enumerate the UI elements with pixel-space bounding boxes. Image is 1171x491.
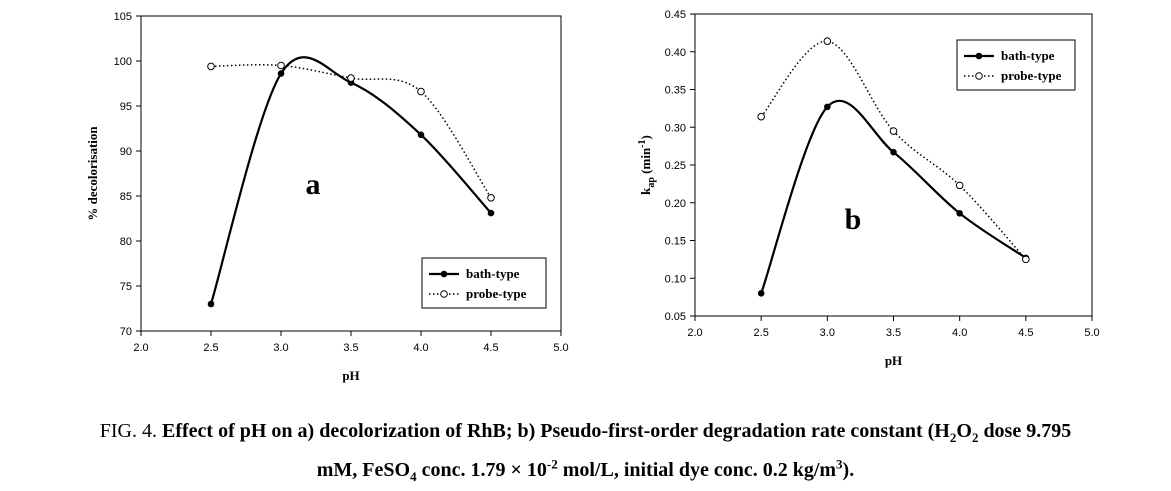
x-tick-label: 2.5: [203, 342, 218, 354]
y-tick-label: 0.40: [665, 47, 686, 59]
x-tick-label: 3.5: [343, 342, 358, 354]
legend-label-bath-type: bath-type: [466, 266, 520, 281]
data-point-probe-type: [955, 181, 964, 190]
figure-caption-line-1: FIG. 4. Effect of pH on a) decolorizatio…: [0, 420, 1171, 446]
legend-marker-bath-type: [440, 270, 448, 278]
data-point-probe-type: [757, 112, 765, 121]
caption-text-2d: ).: [842, 458, 855, 481]
caption-text-1b: O: [956, 420, 972, 442]
legend-box: [421, 257, 547, 309]
caption-text-2b: conc. 1.79 × 10: [416, 458, 547, 481]
data-point-bath-type: [956, 210, 963, 217]
data-point-bath-type: [757, 290, 765, 297]
figure-caption-line-2: mM, FeSO4 conc. 1.79 × 10-2 mol/L, initi…: [0, 456, 1171, 485]
caption-text-1a: Effect of pH on a) decolorization of RhB…: [162, 420, 950, 442]
caption-sup-1: -2: [546, 456, 558, 471]
caption-text-2a: mM, FeSO: [316, 458, 411, 481]
legend-label-probe-type: probe-type: [1001, 68, 1062, 83]
legend-marker-bath-type: [975, 52, 983, 60]
legend-marker-probe-type: [440, 290, 448, 298]
legend-label-bath-type: bath-type: [1001, 48, 1055, 63]
data-point-probe-type: [487, 194, 495, 202]
caption-text-2c: mol/L, initial dye conc. 0.2 kg/m: [557, 458, 837, 481]
data-point-bath-type: [207, 300, 215, 308]
data-point-bath-type: [890, 148, 897, 156]
panel-label: b: [845, 203, 862, 236]
x-tick-label: 2.0: [133, 342, 148, 354]
y-tick-label: 0.30: [665, 122, 686, 134]
caption-title: Effect of pH on a) decolorization of RhB…: [162, 420, 1072, 445]
y-axis-label: kap (min-1): [637, 135, 657, 195]
data-point-bath-type: [824, 103, 831, 111]
panel-label: a: [306, 168, 321, 201]
y-axis-label-end: ): [638, 135, 653, 139]
y-tick-label: 95: [120, 101, 132, 113]
y-tick-label: 100: [114, 56, 132, 68]
y-tick-label: 75: [120, 281, 132, 293]
y-tick-label: 85: [120, 191, 132, 203]
x-tick-label: 2.5: [754, 327, 769, 339]
x-tick-label: 4.5: [1018, 327, 1033, 339]
caption-fig-label: FIG. 4.: [99, 420, 162, 442]
series-line-probe-type: [760, 40, 1027, 260]
x-tick-label: 3.0: [820, 327, 835, 339]
y-tick-label: 105: [114, 11, 132, 23]
x-tick-label: 4.0: [952, 327, 967, 339]
y-axis-label-sup: -1: [637, 139, 648, 147]
x-tick-label: 5.0: [553, 342, 568, 354]
x-axis-label: pH: [885, 353, 902, 368]
legend-label-probe-type: probe-type: [466, 286, 527, 301]
caption-sub-3: 4: [410, 468, 417, 484]
figure-charts: 2.0 2.5 3.0 3.5 4.0 4.5 5.0 70 75 80 85 90 95 100 105 p…: [85, 9, 1100, 383]
data-point-probe-type: [823, 37, 832, 45]
x-tick-label: 2.0: [687, 327, 702, 339]
caption-sub-2: 2: [971, 430, 979, 445]
data-point-probe-type: [277, 61, 285, 70]
y-tick-label: 70: [120, 326, 132, 338]
chart-b: 2.0 2.5 3.0 3.5 4.0 4.5 5.0 0.05 0.10 0.15 0.20 0.2…: [637, 9, 1100, 368]
y-tick-label: 0.15: [665, 236, 686, 248]
data-point-bath-type: [487, 209, 495, 217]
series-line-bath-type: [760, 99, 1027, 294]
data-point-probe-type: [889, 127, 898, 135]
y-tick-label: 0.05: [665, 311, 686, 323]
y-tick-label: 0.25: [665, 160, 686, 172]
y-tick-label: 0.20: [665, 198, 686, 210]
x-tick-label: 3.0: [273, 342, 288, 354]
legend-marker-probe-type: [975, 72, 983, 80]
caption-sub-1: 2: [949, 430, 957, 445]
data-point-probe-type: [1022, 255, 1030, 264]
y-axis-label-main: k: [638, 187, 653, 195]
x-axis-label: pH: [342, 368, 359, 383]
data-point-probe-type: [417, 87, 425, 96]
y-axis-label-sub: ap: [646, 177, 657, 188]
x-tick-label: 3.5: [886, 327, 901, 339]
y-axis-label-unit: (min: [638, 147, 653, 177]
y-tick-label: 0.35: [665, 85, 686, 97]
data-point-probe-type: [347, 74, 355, 82]
caption-sup-2: 3: [836, 456, 843, 471]
series-line-probe-type: [210, 64, 492, 199]
y-axis-label: % decolorisation: [85, 126, 100, 221]
x-tick-label: 5.0: [1084, 327, 1099, 339]
y-tick-label: 0.10: [665, 273, 686, 285]
data-point-bath-type: [417, 131, 425, 139]
x-tick-label: 4.0: [413, 342, 428, 354]
y-tick-label: 90: [120, 146, 132, 158]
data-point-probe-type: [207, 62, 215, 71]
chart-a: 2.0 2.5 3.0 3.5 4.0 4.5 5.0 70 75 80 85 90 95 100 105 p…: [85, 11, 569, 383]
caption-text-1c: dose 9.795: [978, 420, 1072, 442]
x-tick-label: 4.5: [483, 342, 498, 354]
legend-box: [956, 39, 1076, 91]
y-tick-label: 80: [120, 236, 132, 248]
y-tick-label: 0.45: [665, 9, 686, 21]
data-point-bath-type: [277, 70, 285, 77]
